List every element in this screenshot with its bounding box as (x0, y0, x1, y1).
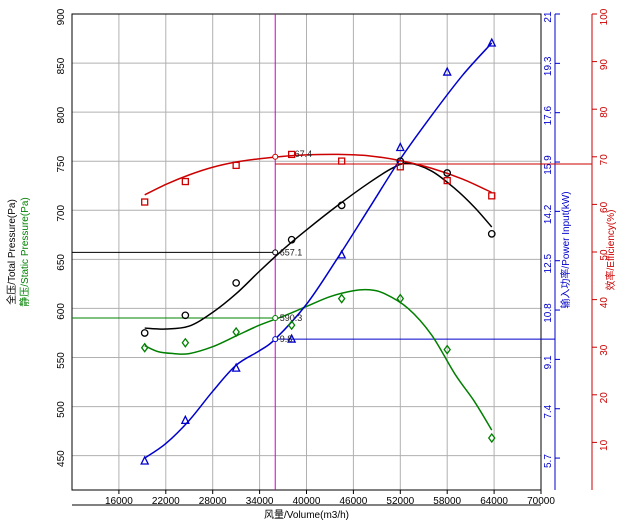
power-tick-label: 10.8 (543, 303, 554, 323)
power-tick-label: 21 (543, 11, 554, 23)
operating-point-annotation: 657.1 (280, 247, 303, 257)
operating-point-marker (272, 249, 279, 256)
curves (144, 42, 493, 459)
efficiency-tick-label: 40 (599, 297, 610, 309)
power-tick-label: 5.7 (543, 454, 554, 468)
x-tick-label: 46000 (339, 496, 367, 507)
total-pressure-curve (144, 162, 493, 330)
left-tick-label: 900 (56, 8, 67, 25)
power-tick-label: 12.5 (543, 254, 554, 274)
power-input-marker (180, 414, 190, 424)
operating-point-annotation: 67.4 (295, 149, 313, 159)
power-tick-label: 17.6 (543, 106, 554, 126)
total-pressure-marker (232, 279, 240, 287)
x-tick-label: 52000 (386, 496, 414, 507)
operating-point-annotation: 9.8 (280, 334, 293, 344)
efficiency-tick-label: 90 (599, 59, 610, 71)
static-pressure-marker (337, 293, 346, 304)
static-pressure-marker (396, 293, 405, 304)
efficiency-axis-title: 效率/Efficiency(%) (604, 210, 617, 291)
x-tick-label: 40000 (293, 496, 321, 507)
x-tick-label: 16000 (105, 496, 133, 507)
efficiency-marker (396, 163, 404, 171)
left-tick-label: 550 (56, 352, 67, 369)
markers (140, 37, 497, 465)
efficiency-tick-label: 70 (599, 154, 610, 166)
left-tick-label: 700 (56, 205, 67, 222)
power-input-curve (144, 42, 493, 459)
power-input-marker (337, 249, 347, 259)
left-tick-label: 850 (56, 57, 67, 74)
efficiency-marker (338, 157, 346, 165)
efficiency-curve (144, 153, 493, 196)
power-input-marker (231, 362, 241, 372)
total-pressure-marker (337, 201, 346, 210)
power-input-marker (442, 66, 452, 76)
labels: 16000 22000 28000 34000 40000 46000 52000 58000… (5, 8, 617, 521)
efficiency-tick-label: 10 (599, 439, 610, 451)
efficiency-marker (488, 192, 496, 200)
static-pressure-marker (287, 320, 296, 331)
efficiency-tick-label: 50 (599, 249, 610, 261)
power-tick-label: 9.1 (543, 355, 554, 369)
left-tick-label: 750 (56, 155, 67, 172)
left-tick-label: 450 (56, 450, 67, 467)
efficiency-marker (443, 176, 451, 185)
static-pressure-marker (181, 337, 190, 348)
static-pressure-marker (140, 342, 149, 353)
left-tick-label: 800 (56, 106, 67, 123)
power-tick-label: 15.9 (543, 155, 554, 175)
x-tick-label: 70000 (527, 496, 555, 507)
power-input-marker (140, 455, 150, 465)
total-pressure-marker (140, 329, 149, 337)
operating-point-marker (272, 153, 279, 160)
efficiency-marker (181, 177, 189, 186)
left-axis-title-static: 静压/Static Pressure(Pa) (18, 197, 31, 306)
static-pressure-marker (487, 432, 496, 444)
x-tick-label: 22000 (152, 496, 180, 507)
x-tick-label: 64000 (480, 496, 508, 507)
total-pressure-marker (443, 169, 452, 177)
total-pressure-marker (487, 229, 496, 238)
efficiency-tick-label: 100 (599, 8, 610, 25)
power-input-marker (487, 37, 497, 47)
efficiency-tick-label: 80 (599, 106, 610, 118)
reference-lines (72, 14, 592, 490)
operating-point-marker (272, 314, 279, 321)
power-input-marker (395, 142, 405, 152)
efficiency-tick-label: 20 (599, 392, 610, 404)
power-tick-label: 19.3 (543, 56, 554, 76)
left-tick-label: 600 (56, 303, 67, 320)
left-tick-label: 500 (56, 401, 67, 418)
left-axis-title-total: 全压/Total Pressure(Pa) (5, 199, 18, 305)
left-tick-label: 650 (56, 254, 67, 271)
operating-point-annotation: 590.3 (280, 313, 303, 323)
total-pressure-marker (181, 311, 190, 320)
x-tick-label: 34000 (246, 496, 274, 507)
x-tick-label: 58000 (433, 496, 461, 507)
operating-point-marker (272, 336, 279, 343)
static-pressure-marker (443, 344, 452, 355)
efficiency-marker (141, 198, 149, 206)
static-pressure-curve (144, 288, 493, 431)
x-axis-title: 风量/Volume(m3/h) (264, 509, 349, 521)
grid (72, 13, 542, 490)
power-tick-label: 7.4 (543, 404, 554, 418)
power-axis-title: 输入功率/Power Input(kW) (559, 191, 572, 308)
efficiency-marker (287, 150, 296, 159)
efficiency-tick-label: 30 (599, 344, 610, 356)
x-tick-label: 28000 (199, 496, 227, 507)
total-pressure-marker (287, 235, 296, 244)
efficiency-marker (232, 161, 240, 170)
efficiency-tick-label: 60 (599, 201, 610, 213)
static-pressure-marker (232, 326, 240, 338)
power-tick-label: 14.2 (543, 204, 554, 224)
power-input-marker (287, 333, 297, 343)
